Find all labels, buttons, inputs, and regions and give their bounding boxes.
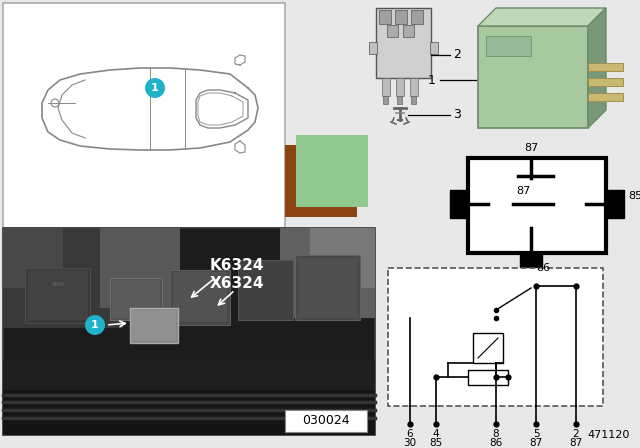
Bar [606,190,624,218]
Text: 2: 2 [573,429,579,439]
Bar [403,25,414,37]
Bar [450,190,468,218]
Bar [396,78,404,96]
Bar [238,260,293,320]
Text: 471120: 471120 [588,430,630,440]
Circle shape [85,315,105,335]
Bar [285,145,357,217]
Text: 86: 86 [490,438,502,448]
Bar [588,63,623,71]
Bar [486,36,531,56]
Text: BMW: BMW [51,283,65,288]
Bar [430,42,438,54]
Bar [478,26,588,128]
Bar [387,25,398,37]
Text: 86: 86 [536,263,550,273]
Bar [388,268,603,406]
Text: 1: 1 [151,83,159,93]
Bar [588,93,623,101]
Text: 4: 4 [433,429,439,439]
Bar [310,228,375,288]
Bar [468,158,606,253]
Bar [170,270,230,325]
Bar [3,228,375,435]
Text: 87: 87 [516,186,530,196]
Bar [3,3,285,228]
Bar [588,78,623,86]
Text: 1: 1 [91,320,99,330]
Text: 030024: 030024 [302,414,350,427]
Bar [296,135,368,207]
Bar [173,272,227,322]
Bar [280,228,375,318]
Bar [411,96,416,104]
Bar [520,253,542,271]
Bar [468,370,508,385]
Bar [383,96,388,104]
Bar [395,10,407,24]
Bar [295,255,360,320]
Bar [379,10,391,24]
Bar [3,380,375,435]
Bar [410,78,418,96]
Bar [285,410,367,432]
Bar [130,308,178,343]
Bar [397,96,402,104]
Bar [100,228,180,308]
Text: 85: 85 [628,191,640,201]
Bar [376,8,431,78]
Bar [28,270,88,320]
Bar [411,10,423,24]
Text: 6: 6 [406,429,413,439]
Bar [3,360,375,390]
Text: 85: 85 [429,438,443,448]
Text: 2: 2 [453,48,461,61]
Bar [369,42,377,54]
Bar [3,228,63,288]
Bar [25,268,90,323]
Text: 3: 3 [453,108,461,121]
Polygon shape [478,8,606,26]
Text: 87: 87 [529,438,543,448]
Bar [132,310,176,341]
Text: K6324: K6324 [210,258,264,272]
Text: 30: 30 [403,438,417,448]
Text: 30: 30 [449,191,463,201]
Bar [110,278,162,320]
Circle shape [145,78,165,98]
Bar [3,228,123,328]
Text: 8: 8 [493,429,499,439]
Bar [298,258,358,318]
Text: 87: 87 [570,438,582,448]
Text: 1: 1 [428,73,436,86]
Bar [473,333,503,363]
Text: 5: 5 [532,429,540,439]
Text: 87: 87 [524,143,538,153]
Polygon shape [588,8,606,128]
Bar [382,78,390,96]
Text: X6324: X6324 [210,276,264,290]
Bar [112,280,160,318]
